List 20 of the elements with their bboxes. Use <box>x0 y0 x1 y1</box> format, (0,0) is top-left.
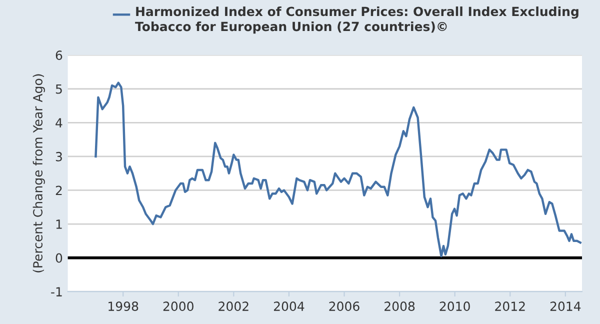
x-tick-label: 2008 <box>384 302 415 311</box>
y-axis-title: (Percent Change from Year Ago) <box>32 74 45 272</box>
x-tick-label: 1998 <box>108 302 138 311</box>
y-tick-label: 3 <box>56 152 62 162</box>
legend-label: Harmonized Index of Consumer Prices: Overall Index Excluding Tobacco for European Union (27 countries)© <box>135 6 578 34</box>
y-tick-label: 5 <box>56 84 62 94</box>
y-tick-label: 2 <box>56 186 62 195</box>
line-series <box>94 82 582 258</box>
x-tick-label: 2012 <box>495 302 525 311</box>
y-tick-label: 1 <box>56 220 62 229</box>
x-tick-label: 2002 <box>218 302 248 311</box>
y-tick-label: 6 <box>56 50 62 60</box>
x-tick-label: 2010 <box>440 302 470 311</box>
x-tick-label: 2004 <box>274 302 304 311</box>
y-tick-label: 0 <box>56 253 62 263</box>
y-tick-label: 4 <box>56 118 62 128</box>
y-tick-label: -1 <box>51 287 62 296</box>
x-tick-label: 2006 <box>329 302 360 311</box>
x-tick-label: 2014 <box>550 302 581 311</box>
x-tick-label: 2000 <box>163 302 194 311</box>
